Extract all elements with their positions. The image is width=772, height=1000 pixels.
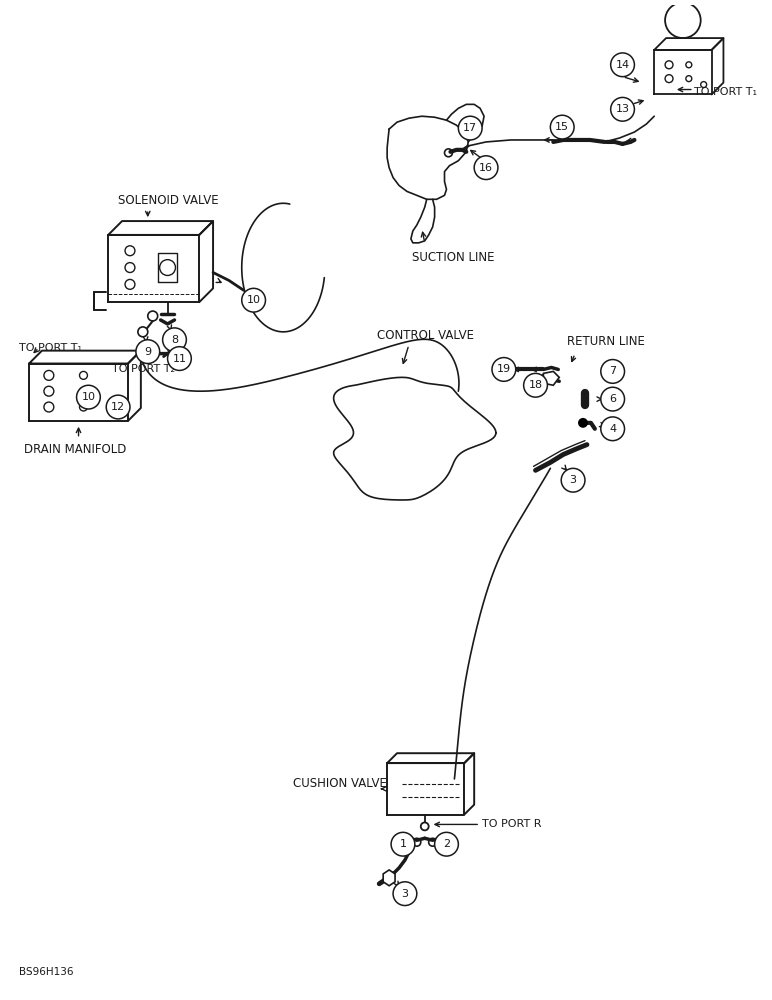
Circle shape <box>435 832 459 856</box>
Circle shape <box>550 115 574 139</box>
Text: 9: 9 <box>144 347 151 357</box>
Circle shape <box>136 340 160 364</box>
Circle shape <box>601 387 625 411</box>
Text: 10: 10 <box>246 295 261 305</box>
Circle shape <box>611 53 635 77</box>
Circle shape <box>76 385 100 409</box>
Text: 18: 18 <box>529 380 543 390</box>
Text: DRAIN MANIFOLD: DRAIN MANIFOLD <box>24 443 127 456</box>
Polygon shape <box>383 870 395 886</box>
Text: RETURN LINE: RETURN LINE <box>567 335 645 348</box>
Circle shape <box>459 116 482 140</box>
Circle shape <box>523 373 547 397</box>
Text: 3: 3 <box>570 475 577 485</box>
Text: 8: 8 <box>171 335 178 345</box>
Circle shape <box>601 360 625 383</box>
Text: 14: 14 <box>615 60 630 70</box>
Text: SOLENOID VALVE: SOLENOID VALVE <box>118 194 218 207</box>
Text: 15: 15 <box>555 122 569 132</box>
Circle shape <box>578 418 588 428</box>
Text: 1: 1 <box>399 839 407 849</box>
Circle shape <box>391 832 415 856</box>
Text: 6: 6 <box>609 394 616 404</box>
Text: TO PORT T₁: TO PORT T₁ <box>694 87 757 97</box>
Circle shape <box>611 97 635 121</box>
Text: 12: 12 <box>111 402 125 412</box>
Circle shape <box>168 347 191 370</box>
Text: TO PORT T₂: TO PORT T₂ <box>112 364 175 374</box>
Text: 3: 3 <box>401 889 408 899</box>
Circle shape <box>393 882 417 906</box>
Text: 2: 2 <box>443 839 450 849</box>
Text: CUSHION VALVE: CUSHION VALVE <box>293 777 387 790</box>
Text: 11: 11 <box>172 354 186 364</box>
Circle shape <box>561 468 585 492</box>
Polygon shape <box>543 371 559 385</box>
Text: 4: 4 <box>609 424 616 434</box>
Text: BS96H136: BS96H136 <box>19 967 73 977</box>
Text: 13: 13 <box>615 104 629 114</box>
Text: TO PORT T₁: TO PORT T₁ <box>19 343 82 353</box>
Circle shape <box>107 395 130 419</box>
Text: 10: 10 <box>81 392 96 402</box>
Circle shape <box>492 358 516 381</box>
Text: 19: 19 <box>497 364 511 374</box>
Circle shape <box>138 327 147 337</box>
Text: TO PORT R: TO PORT R <box>482 819 542 829</box>
Text: 7: 7 <box>609 366 616 376</box>
Circle shape <box>474 156 498 180</box>
Text: 17: 17 <box>463 123 477 133</box>
Text: CONTROL VALVE: CONTROL VALVE <box>378 329 474 342</box>
Text: SUCTION LINE: SUCTION LINE <box>412 251 494 264</box>
Circle shape <box>601 417 625 441</box>
Circle shape <box>242 288 266 312</box>
Text: 16: 16 <box>479 163 493 173</box>
Circle shape <box>163 328 186 352</box>
